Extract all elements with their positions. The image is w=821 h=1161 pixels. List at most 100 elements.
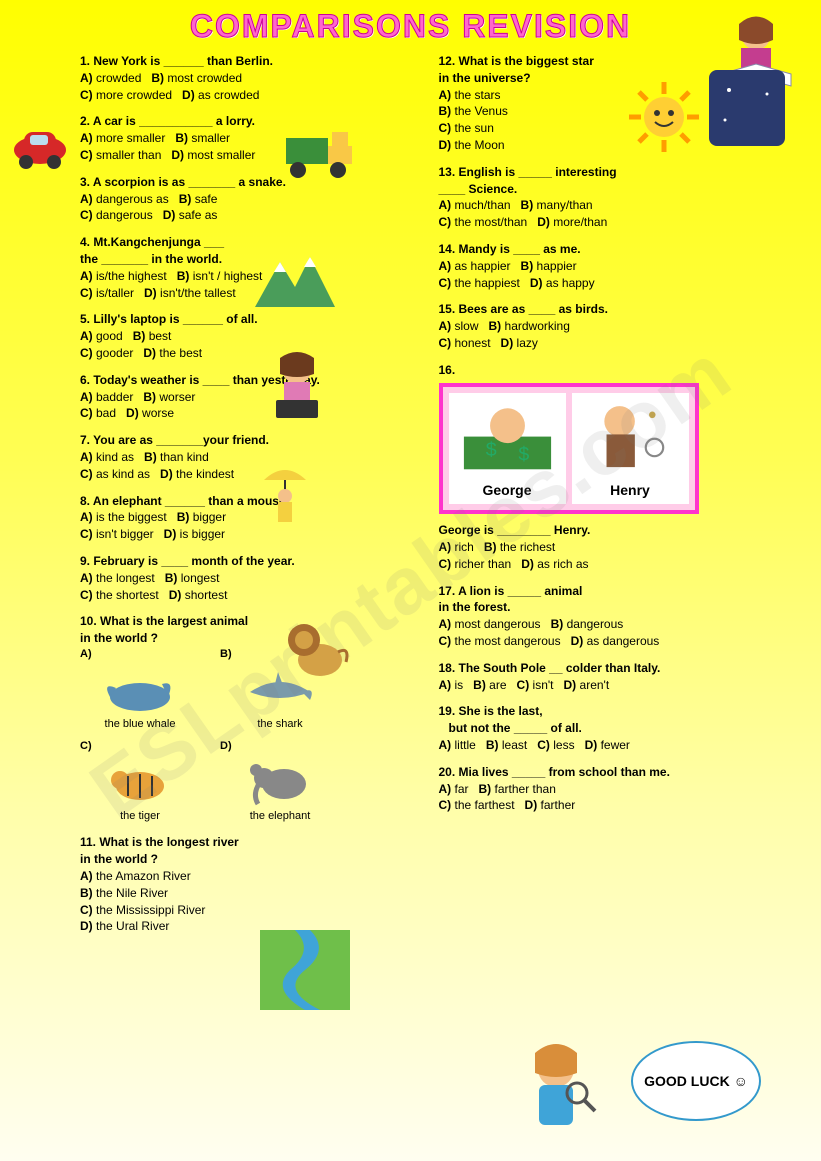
option[interactable]: A) little [439,737,476,754]
moon-icon [709,70,785,146]
option[interactable]: C) honest [439,335,491,352]
option[interactable]: A) dangerous as [80,191,169,208]
page-title: COMPARISONS REVISION [0,0,821,45]
option[interactable]: A) badder [80,389,133,406]
option[interactable]: B) many/than [521,197,593,214]
option[interactable]: C) the happiest [439,275,520,292]
option[interactable]: B) are [473,677,506,694]
option[interactable]: C) the sun [439,120,494,137]
question-18: 18. The South Pole __ colder than Italy.… [439,660,772,694]
option[interactable]: D) worse [126,405,174,422]
option[interactable]: B) smaller [175,130,230,147]
option[interactable]: C) as kind as [80,466,150,483]
option[interactable]: A) kind as [80,449,134,466]
option[interactable]: C) gooder [80,345,133,362]
sun-icon [627,80,701,154]
option[interactable]: C) richer than [439,556,512,573]
option[interactable]: C) the Mississippi River [80,902,205,919]
option[interactable]: B) farther than [479,781,556,798]
option[interactable]: A) as happier [439,258,511,275]
umbrella-kid-icon [260,460,310,530]
option[interactable]: B) the Nile River [80,885,168,902]
option[interactable]: C) the most dangerous [439,633,561,650]
question-8: 8. An elephant ______ than a mouse.A) is… [80,493,413,543]
option[interactable]: C) dangerous [80,207,153,224]
option[interactable]: B) hardworking [489,318,570,335]
laptop-girl-icon [262,350,332,430]
option[interactable]: A) rich [439,539,474,556]
option[interactable]: B) worser [143,389,195,406]
option[interactable]: B) happier [521,258,577,275]
option[interactable]: D) isn't/the tallest [144,285,236,302]
option[interactable]: B) dangerous [551,616,624,633]
animal-option[interactable]: A)the blue whale [80,647,200,733]
option[interactable]: D) as dangerous [571,633,660,650]
option[interactable]: C) isn't bigger [80,526,154,543]
option[interactable]: A) the Amazon River [80,868,191,885]
option[interactable]: C) more crowded [80,87,172,104]
option[interactable]: D) lazy [501,335,538,352]
george-icon: $$ [453,397,562,477]
animal-icon [100,662,180,717]
option[interactable]: C) the farthest [439,797,515,814]
option[interactable]: A) the longest [80,570,155,587]
option[interactable]: A) much/than [439,197,511,214]
option[interactable]: A) most dangerous [439,616,541,633]
option[interactable]: D) most smaller [171,147,255,164]
option[interactable]: A) the stars [439,87,501,104]
good-luck-text: GOOD LUCK ☺ [644,1073,748,1089]
option[interactable]: D) as rich as [521,556,588,573]
option[interactable]: D) more/than [537,214,607,231]
option[interactable]: A) is [439,677,464,694]
option[interactable]: D) farther [525,797,576,814]
option[interactable]: A) crowded [80,70,141,87]
option[interactable]: B) the richest [484,539,555,556]
option[interactable]: D) fewer [585,737,630,754]
option[interactable]: D) the best [143,345,202,362]
option[interactable]: A) is the biggest [80,509,167,526]
option[interactable]: A) more smaller [80,130,165,147]
option[interactable]: A) good [80,328,123,345]
option[interactable]: A) is/the highest [80,268,167,285]
option[interactable]: B) the Venus [439,103,508,120]
question-3: 3. A scorpion is as _______ a snake.A) d… [80,174,413,224]
option[interactable]: C) the most/than [439,214,528,231]
option[interactable]: C) is/taller [80,285,134,302]
option[interactable]: C) smaller than [80,147,161,164]
henry-icon [576,397,685,477]
river-icon [260,930,350,1010]
option[interactable]: C) isn't [517,677,554,694]
option[interactable]: B) most crowded [151,70,242,87]
option[interactable]: D) is bigger [164,526,225,543]
option[interactable]: B) least [486,737,527,754]
mountain-icon [250,252,340,312]
question-5: 5. Lilly's laptop is ______ of all.A) go… [80,311,413,361]
option[interactable]: C) bad [80,405,116,422]
question-13: 13. English is _____ interesting____ Sci… [439,164,772,231]
option[interactable]: D) safe as [163,207,218,224]
option[interactable]: D) the Ural River [80,918,169,935]
animal-option[interactable]: C)the tiger [80,739,200,825]
option[interactable]: D) as crowded [182,87,259,104]
question-20: 20. Mia lives _____ from school than me.… [439,764,772,814]
option[interactable]: A) far [439,781,469,798]
question-15: 15. Bees are as ____ as birds.A) slowB) … [439,301,772,351]
option[interactable]: C) less [537,737,574,754]
option[interactable]: C) the shortest [80,587,159,604]
option[interactable]: D) the Moon [439,137,505,154]
option[interactable]: D) as happy [530,275,595,292]
question-19: 19. She is the last, but not the _____ o… [439,703,772,753]
option[interactable]: B) safe [179,191,218,208]
option[interactable]: D) aren't [564,677,610,694]
option[interactable]: B) bigger [177,509,226,526]
option[interactable]: B) longest [165,570,220,587]
animal-option[interactable]: D)the elephant [220,739,340,825]
question-17: 17. A lion is _____ animalin the forest.… [439,583,772,650]
option[interactable]: A) slow [439,318,479,335]
left-column: 1. New York is ______ than Berlin.A) cro… [80,53,413,945]
option[interactable]: D) the kindest [160,466,234,483]
option[interactable]: B) than kind [144,449,209,466]
option[interactable]: B) best [133,328,172,345]
option[interactable]: D) shortest [169,587,228,604]
truck-icon [280,120,360,180]
